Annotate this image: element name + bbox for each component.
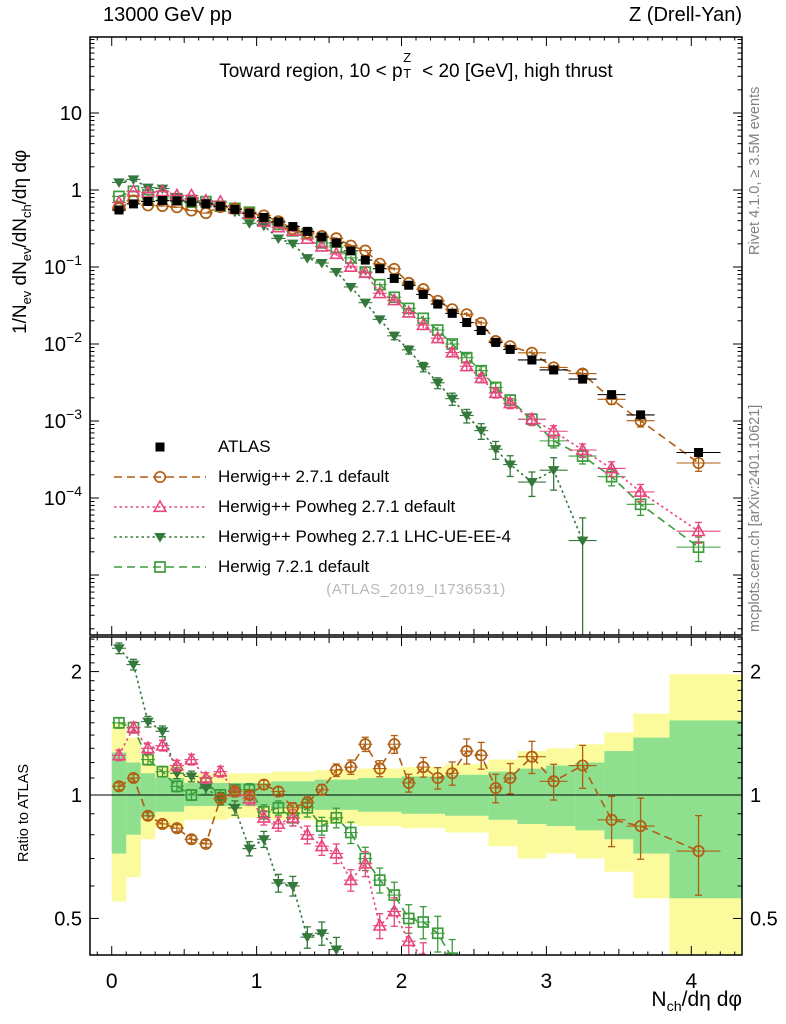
legend-marker-square-open-icon (114, 561, 206, 573)
main-y-tick-label: 10−3 (44, 406, 82, 433)
x-tick-label: 4 (685, 970, 697, 993)
legend-label: Herwig++ Powheg 2.7.1 default (218, 497, 456, 516)
process-label: Z (Drell-Yan) (629, 4, 742, 26)
main-y-tick-label: 10 (60, 103, 82, 125)
mcplots-arxiv-note: mcplots.cern.ch [arXiv:2401.10621] (747, 404, 763, 632)
legend-item-1: Herwig++ 2.7.1 default (112, 462, 511, 492)
ratio-y-tick-label: 2 (750, 662, 761, 684)
ratio-y-tick-label: 1 (71, 785, 82, 807)
legend-marker-triangle-open-icon (114, 499, 206, 513)
x-tick-label: 3 (541, 970, 553, 993)
legend-item-4: Herwig 7.2.1 default (112, 552, 511, 582)
main-y-tick-label: 10−4 (44, 483, 82, 510)
main-y-tick-label: 10−1 (44, 252, 82, 279)
ratio-y-tick-label: 0.5 (54, 908, 82, 930)
ratio-y-tick-label: 1 (750, 785, 761, 807)
x-tick-label: 1 (251, 970, 263, 993)
rivet-version-note: Rivet 4.1.0, ≥ 3.5M events (747, 86, 763, 255)
axes-frames-ticks: 10 1 10−1 10−2 10−3 10−4 2 2 1 1 0.5 0.5 0 1 2 3 4 (44, 36, 778, 993)
ratio-y-axis-label: Ratio to ATLAS (16, 763, 32, 862)
x-axis-label: Nch/dη dφ (651, 988, 742, 1016)
legend-marker-triangle-down-filled-icon (114, 533, 206, 543)
x-tick-label: 2 (396, 970, 408, 993)
main-panel-series (111, 175, 721, 635)
legend-item-0: ATLAS (112, 432, 511, 462)
main-y-axis-label: 1/Nev dNev/dNch/dη dφ (10, 149, 34, 334)
legend-item-2: Herwig++ Powheg 2.7.1 default (112, 492, 511, 522)
legend: ATLAS Herwig++ 2.7.1 default Herwig++ Powh… (112, 432, 511, 582)
legend-label: Herwig++ Powheg 2.7.1 LHC-UE-EE-4 (218, 527, 511, 546)
legend-marker-circle-open-icon (114, 470, 206, 484)
legend-marker-square-filled-icon (155, 442, 165, 452)
legend-label: Herwig++ 2.7.1 default (218, 467, 390, 486)
legend-label: ATLAS (218, 437, 271, 456)
ratio-y-tick-label: 2 (71, 662, 82, 684)
ratio-uncertainty-bands (111, 674, 742, 955)
ratio-y-tick-label: 0.5 (750, 908, 778, 930)
ratio-panel-series (90, 642, 742, 955)
main-y-tick-label: 10−2 (44, 329, 82, 356)
legend-item-3: Herwig++ Powheg 2.7.1 LHC-UE-EE-4 (112, 522, 511, 552)
analysis-watermark: (ATLAS_2019_I1736531) (326, 581, 506, 598)
legend-label: Herwig 7.2.1 default (218, 557, 370, 576)
beam-energy-label: 13000 GeV pp (103, 4, 232, 26)
x-tick-label: 0 (106, 970, 118, 993)
main-y-tick-label: 1 (71, 180, 82, 202)
